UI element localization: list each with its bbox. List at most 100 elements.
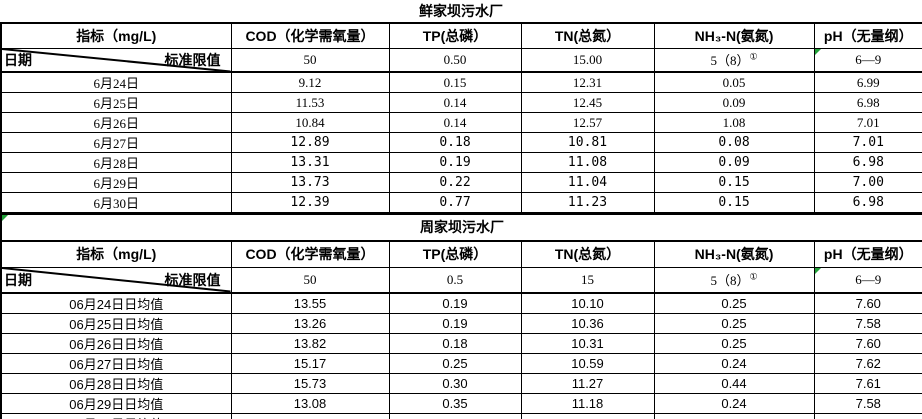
- table-row: 06月28日日均值 15.73 0.30 11.27 0.44 7.61: [0, 372, 922, 394]
- plant2-title: 周家坝污水厂: [0, 214, 922, 242]
- value-cell: 0.25: [653, 332, 815, 354]
- value-cell: 7.60: [813, 332, 922, 354]
- limit-nh3n-value: 5（8）: [710, 273, 750, 289]
- value-cell: 13.31: [230, 152, 390, 173]
- table-row: 06月30日日均值12.560.3411.750.247.52: [0, 412, 922, 419]
- value-cell: 7.52: [813, 412, 922, 419]
- table-row: 06月26日日均值 13.82 0.18 10.31 0.25 7.60: [0, 332, 922, 354]
- value-cell: 0.09: [653, 152, 815, 173]
- value-cell: 0.25: [388, 352, 522, 374]
- value-cell: 10.81: [520, 132, 655, 153]
- value-cell: 10.36: [520, 312, 655, 334]
- value-cell: 0.44: [653, 372, 815, 394]
- value-cell: 0.77: [388, 192, 522, 214]
- standard-limit-label: 标准限值: [164, 53, 221, 69]
- date-cell: 06月30日日均值: [0, 412, 232, 419]
- table-row: 06月25日日均值 13.26 0.19 10.36 0.25 7.58: [0, 312, 922, 334]
- limit-ph: 6—9: [813, 47, 922, 73]
- date-cell: 06月29日日均值: [0, 392, 232, 414]
- header-tn: TN(总氮）: [520, 240, 655, 268]
- header-row: 指标（mg/L) COD（化学需氧量） TP(总磷） TN(总氮） NH₃-N(…: [0, 240, 922, 268]
- header-indicator: 指标（mg/L): [0, 240, 232, 268]
- date-cell: 6月26日: [0, 112, 232, 133]
- cell-corner-marker-icon: [815, 49, 821, 55]
- value-cell: 10.31: [520, 332, 655, 354]
- value-cell: 0.35: [388, 392, 522, 414]
- value-cell: 12.57: [520, 112, 655, 133]
- table-row: 6月29日 13.73 0.22 11.04 0.15 7.00: [0, 172, 922, 193]
- value-cell: 10.84: [230, 112, 390, 133]
- value-cell: 13.55: [230, 292, 390, 314]
- value-cell: 7.62: [813, 352, 922, 374]
- header-nh3n: NH₃-N(氨氮): [653, 240, 815, 268]
- limit-nh3n: 5（8）①: [653, 47, 815, 73]
- value-cell: 0.15: [388, 71, 522, 93]
- value-cell: 6.98: [813, 152, 922, 173]
- table-row: 06月27日日均值 15.17 0.25 10.59 0.24 7.62: [0, 352, 922, 374]
- limit-cod: 50: [230, 267, 390, 294]
- value-cell: 0.24: [653, 412, 815, 419]
- value-cell: 11.27: [520, 372, 655, 394]
- value-cell: 0.14: [388, 112, 522, 133]
- value-cell: 0.19: [388, 312, 522, 334]
- limit-nh3n: 5（8）①: [653, 267, 815, 294]
- value-cell: 1.08: [653, 112, 815, 133]
- value-cell: 15.73: [230, 372, 390, 394]
- value-cell: 12.39: [230, 192, 390, 214]
- date-cell: 06月27日日均值: [0, 352, 232, 374]
- value-cell: 7.61: [813, 372, 922, 394]
- value-cell: 0.25: [653, 312, 815, 334]
- value-cell: 7.01: [813, 112, 922, 133]
- footnote-marker-icon: ①: [749, 51, 758, 62]
- date-cell: 6月25日: [0, 92, 232, 113]
- table-row: 6月24日 9.12 0.15 12.31 0.05 6.99: [0, 71, 922, 93]
- plant1-title: 鲜家坝污水厂: [419, 3, 503, 19]
- value-cell: 7.58: [813, 312, 922, 334]
- value-cell: 0.05: [653, 71, 815, 93]
- date-cell: 6月30日: [0, 192, 232, 214]
- value-cell: 10.10: [520, 292, 655, 314]
- date-cell: 06月24日日均值: [0, 292, 232, 314]
- limit-ph-value: 6—9: [855, 51, 882, 67]
- value-cell: 15.17: [230, 352, 390, 374]
- table-row: 6月25日 11.53 0.14 12.45 0.09 6.98: [0, 92, 922, 113]
- value-cell: 0.25: [653, 292, 815, 314]
- value-cell: 0.18: [388, 132, 522, 153]
- value-cell: 13.26: [230, 312, 390, 334]
- header-cod: COD（化学需氧量）: [230, 240, 390, 268]
- table-row: 6月28日 13.31 0.19 11.08 0.09 6.98: [0, 152, 922, 173]
- plant1-rows: 6月24日 9.12 0.15 12.31 0.05 6.99 6月25日 11.53 0.14…: [0, 71, 922, 214]
- value-cell: 0.14: [388, 92, 522, 113]
- header-row: 指标（mg/L) COD（化学需氧量） TP(总磷） TN(总氮） NH₃-N(…: [0, 22, 922, 49]
- date-cell: 6月28日: [0, 152, 232, 173]
- header-tp: TP(总磷）: [388, 22, 522, 49]
- value-cell: 6.99: [813, 71, 922, 93]
- table-row: 6月26日 10.84 0.14 12.57 1.08 7.01: [0, 112, 922, 133]
- value-cell: 0.18: [388, 332, 522, 354]
- standard-limit-row: 日期 标准限值 50 0.50 15.00 5（8）① 6—9: [0, 47, 922, 73]
- value-cell: 13.82: [230, 332, 390, 354]
- standard-limit-row: 日期 标准限值 50 0.5 15 5（8）① 6—9: [0, 267, 922, 294]
- diagonal-corner-cell: 日期 标准限值: [0, 47, 232, 73]
- limit-tp: 0.5: [388, 267, 522, 294]
- limit-ph-value: 6—9: [855, 271, 882, 287]
- value-cell: 7.00: [813, 172, 922, 193]
- plant2-rows: 06月24日日均值 13.55 0.19 10.10 0.25 7.60 06月25日日均值…: [0, 292, 922, 419]
- value-cell: 0.15: [653, 172, 815, 193]
- value-cell: 0.24: [653, 392, 815, 414]
- header-tp: TP(总磷）: [388, 240, 522, 268]
- value-cell: 10.59: [520, 352, 655, 374]
- value-cell: 0.24: [653, 352, 815, 374]
- limit-cod: 50: [230, 47, 390, 73]
- header-indicator: 指标（mg/L): [0, 22, 232, 49]
- standard-limit-label: 标准限值: [164, 273, 221, 289]
- value-cell: 0.19: [388, 292, 522, 314]
- table-row: 6月27日 12.89 0.18 10.81 0.08 7.01: [0, 132, 922, 153]
- value-cell: 7.60: [813, 292, 922, 314]
- limit-nh3n-value: 5（8）: [710, 53, 750, 69]
- header-tn: TN(总氮）: [520, 22, 655, 49]
- value-cell: 11.53: [230, 92, 390, 113]
- date-cell: 6月24日: [0, 71, 232, 93]
- header-ph: pH（无量纲）: [813, 240, 922, 268]
